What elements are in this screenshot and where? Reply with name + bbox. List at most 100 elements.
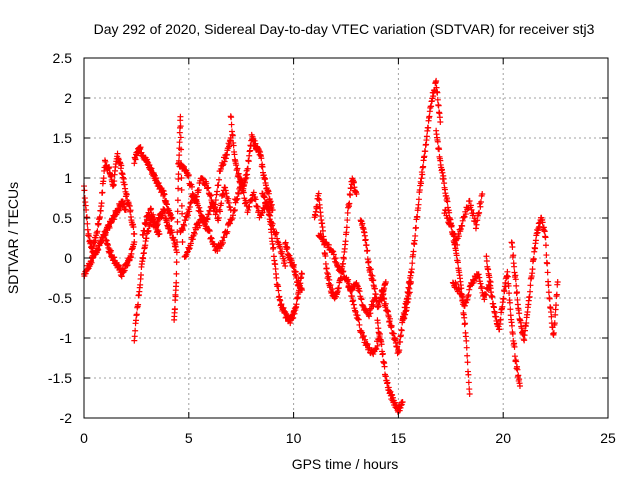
data-point	[530, 255, 537, 262]
data-point	[130, 224, 137, 231]
data-point	[489, 293, 496, 300]
data-point	[507, 306, 514, 313]
data-point	[247, 147, 254, 154]
data-point	[470, 210, 477, 217]
data-point	[458, 291, 465, 298]
data-point	[399, 399, 406, 405]
y-tick-label: -2	[60, 410, 73, 426]
data-point	[225, 195, 232, 202]
data-point	[454, 241, 461, 248]
data-point	[122, 207, 129, 213]
data-point	[346, 200, 353, 207]
data-point	[444, 215, 451, 222]
data-point	[120, 175, 127, 182]
data-point	[212, 211, 219, 218]
data-point	[205, 211, 212, 218]
data-point	[390, 330, 397, 337]
data-point	[329, 285, 336, 292]
data-point	[425, 124, 432, 131]
data-point	[443, 212, 450, 219]
data-point	[350, 301, 357, 308]
data-point	[228, 114, 235, 121]
data-point	[510, 252, 517, 259]
data-point	[339, 269, 346, 276]
y-tick-label: 0.5	[53, 210, 73, 226]
data-point	[327, 282, 334, 289]
data-point	[354, 282, 361, 289]
data-point	[394, 343, 401, 350]
data-point	[184, 212, 191, 219]
data-point	[477, 203, 484, 210]
data-point	[322, 252, 329, 259]
data-point	[222, 184, 229, 191]
data-point	[344, 277, 351, 284]
data-point	[462, 320, 469, 327]
data-point	[219, 239, 226, 246]
data-point	[453, 252, 460, 259]
data-point	[177, 113, 184, 120]
data-point	[466, 283, 473, 290]
data-point	[132, 156, 139, 163]
data-point	[434, 96, 441, 103]
data-point	[186, 208, 193, 215]
data-point	[357, 295, 364, 302]
data-point	[173, 279, 180, 286]
data-point	[272, 230, 279, 237]
data-point	[199, 175, 206, 182]
data-point	[325, 241, 332, 248]
data-point	[259, 209, 266, 216]
data-point	[243, 174, 250, 181]
data-point	[180, 163, 187, 170]
data-point	[324, 269, 331, 276]
data-point	[96, 214, 103, 221]
data-point	[521, 327, 528, 334]
data-point	[186, 245, 193, 252]
data-point	[369, 303, 376, 310]
data-point	[414, 213, 421, 220]
x-tick-label: 0	[80, 430, 88, 446]
data-point	[387, 315, 394, 322]
data-point	[274, 235, 281, 242]
data-point	[366, 306, 373, 313]
data-point	[464, 293, 471, 300]
data-point	[188, 199, 195, 206]
data-point	[358, 329, 365, 336]
data-point	[466, 391, 473, 397]
data-point	[245, 207, 252, 214]
data-point	[545, 289, 552, 296]
data-point	[229, 132, 236, 139]
data-point	[479, 191, 486, 197]
data-point	[245, 158, 252, 165]
data-point	[365, 258, 372, 265]
data-point	[265, 190, 272, 197]
data-point	[464, 296, 471, 303]
y-tick-label: 2.5	[53, 50, 73, 66]
data-point	[218, 200, 225, 207]
data-point	[514, 366, 521, 373]
data-point	[511, 263, 518, 270]
data-point	[526, 293, 533, 300]
data-point	[546, 295, 553, 302]
data-point	[169, 215, 176, 221]
data-point	[143, 219, 150, 226]
x-tick-label: 25	[600, 430, 616, 446]
data-point	[177, 134, 184, 141]
data-point	[184, 249, 191, 256]
data-point	[219, 162, 226, 169]
data-point	[512, 276, 519, 283]
data-point	[254, 203, 261, 210]
data-point	[345, 276, 352, 283]
data-point	[460, 214, 467, 221]
data-point	[137, 144, 144, 151]
data-point	[529, 266, 536, 273]
data-point	[169, 229, 176, 236]
data-point	[202, 217, 209, 224]
data-point	[261, 194, 268, 201]
data-point	[465, 291, 472, 298]
data-point	[348, 293, 355, 300]
data-point	[275, 287, 282, 294]
data-point	[215, 176, 222, 183]
data-point	[293, 301, 300, 308]
data-point	[483, 292, 490, 299]
data-point	[358, 296, 365, 303]
